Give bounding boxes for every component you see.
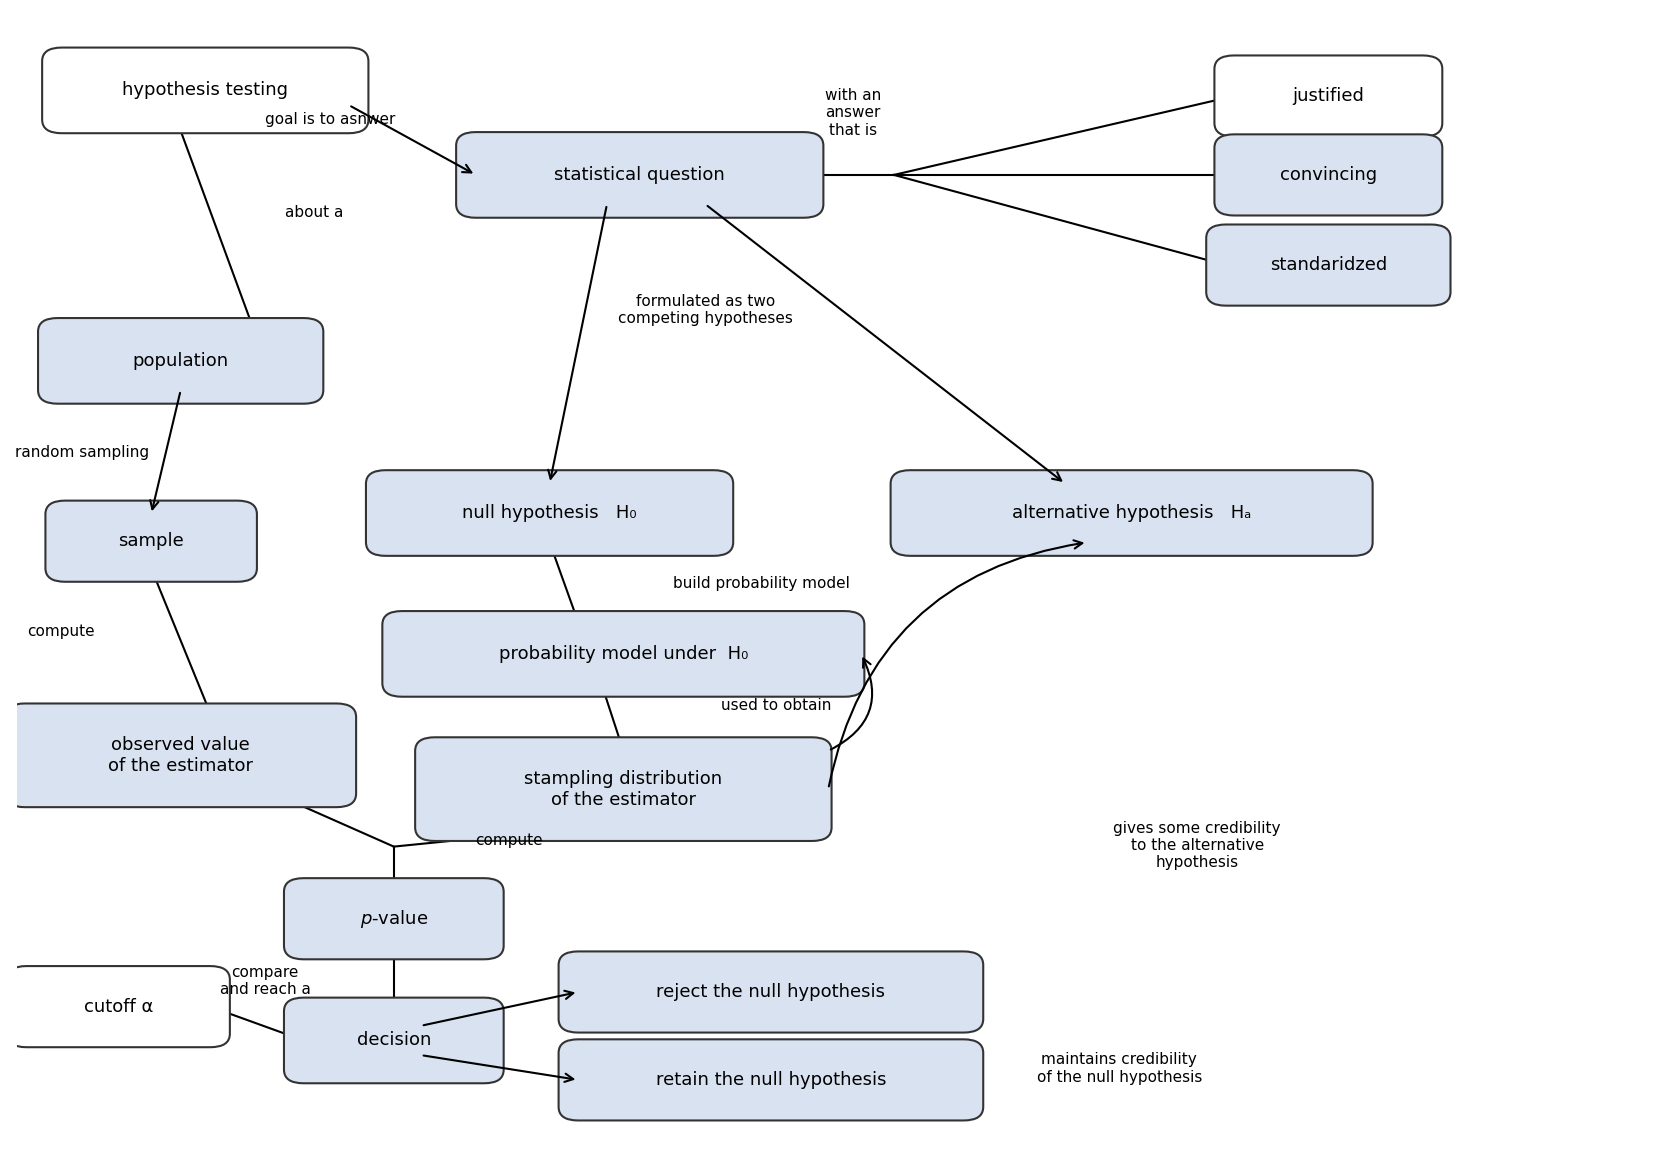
Text: used to obtain: used to obtain bbox=[721, 698, 831, 713]
FancyBboxPatch shape bbox=[284, 879, 504, 959]
Text: compare
and reach a: compare and reach a bbox=[219, 965, 311, 997]
Text: population: population bbox=[132, 352, 229, 370]
FancyBboxPatch shape bbox=[38, 319, 323, 404]
Text: justified: justified bbox=[1293, 87, 1363, 105]
Text: stampling distribution
of the estimator: stampling distribution of the estimator bbox=[524, 769, 723, 808]
Text: cutoff α: cutoff α bbox=[84, 998, 152, 1015]
Text: with an
answer
that is: with an answer that is bbox=[825, 89, 882, 138]
Text: formulated as two
competing hypotheses: formulated as two competing hypotheses bbox=[617, 294, 793, 327]
Text: sample: sample bbox=[119, 532, 184, 550]
FancyBboxPatch shape bbox=[45, 500, 258, 582]
FancyBboxPatch shape bbox=[559, 1040, 984, 1120]
FancyBboxPatch shape bbox=[1215, 135, 1442, 215]
Text: goal is to asnwer: goal is to asnwer bbox=[266, 113, 397, 128]
Text: alternative hypothesis   Hₐ: alternative hypothesis Hₐ bbox=[1012, 504, 1251, 522]
Text: probability model under  H₀: probability model under H₀ bbox=[499, 645, 748, 662]
Text: convincing: convincing bbox=[1280, 166, 1377, 184]
Text: reject the null hypothesis: reject the null hypothesis bbox=[656, 983, 885, 1000]
FancyBboxPatch shape bbox=[415, 737, 831, 841]
FancyBboxPatch shape bbox=[890, 470, 1372, 555]
Text: standaridzed: standaridzed bbox=[1270, 256, 1387, 274]
FancyBboxPatch shape bbox=[559, 951, 984, 1033]
FancyBboxPatch shape bbox=[1215, 55, 1442, 137]
FancyBboxPatch shape bbox=[457, 132, 823, 217]
Text: gives some credibility
to the alternative
hypothesis: gives some credibility to the alternativ… bbox=[1114, 821, 1282, 871]
Text: maintains credibility
of the null hypothesis: maintains credibility of the null hypoth… bbox=[1037, 1052, 1201, 1084]
Text: about a: about a bbox=[284, 205, 343, 220]
FancyBboxPatch shape bbox=[5, 704, 356, 807]
FancyBboxPatch shape bbox=[366, 470, 733, 555]
Text: build probability model: build probability model bbox=[673, 576, 850, 591]
Text: compute: compute bbox=[475, 834, 542, 849]
FancyBboxPatch shape bbox=[284, 997, 504, 1083]
Text: statistical question: statistical question bbox=[554, 166, 724, 184]
Text: hypothesis testing: hypothesis testing bbox=[122, 82, 288, 99]
Text: random sampling: random sampling bbox=[15, 445, 149, 460]
Text: $p$-value: $p$-value bbox=[360, 907, 428, 929]
FancyBboxPatch shape bbox=[7, 966, 229, 1048]
Text: compute: compute bbox=[27, 623, 95, 639]
FancyBboxPatch shape bbox=[42, 47, 368, 133]
Text: decision: decision bbox=[356, 1032, 432, 1050]
FancyBboxPatch shape bbox=[1206, 224, 1450, 306]
Text: retain the null hypothesis: retain the null hypothesis bbox=[656, 1071, 887, 1089]
Text: null hypothesis   H₀: null hypothesis H₀ bbox=[462, 504, 637, 522]
Text: observed value
of the estimator: observed value of the estimator bbox=[109, 736, 253, 775]
FancyBboxPatch shape bbox=[383, 611, 865, 697]
